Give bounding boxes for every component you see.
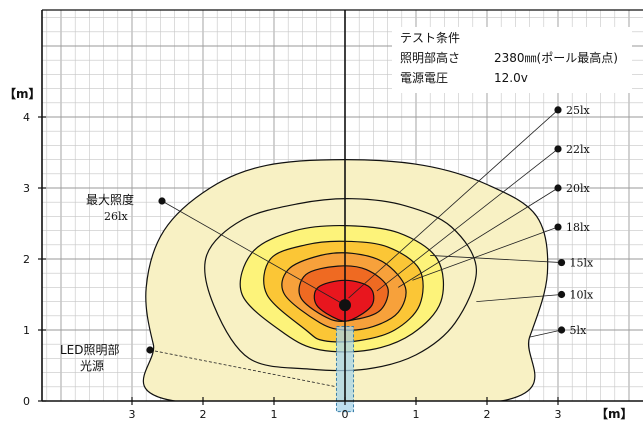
max-illuminance-value: 26lx [104, 210, 129, 223]
max-illuminance-annotation: 最大照度 26lx [86, 192, 134, 223]
height-label: 照明部高さ [400, 50, 460, 65]
callouts: 25lx 22lx 20lx 18lx 15lx 10lx 5lx [146, 104, 595, 388]
height-value: 2380㎜(ポール最高点) [494, 50, 618, 65]
light-source-sublabel: 光源 [80, 359, 104, 373]
callout-leader-15lx [430, 255, 562, 263]
callout-label-22lx: 22lx [566, 143, 591, 156]
voltage-label: 電源電圧 [400, 71, 448, 85]
x-tick-label: 1 [271, 408, 278, 421]
test-conditions: テスト条件 照明部高さ 2380㎜(ポール最高点) 電源電圧 12.0v [392, 27, 632, 93]
max-illuminance-label: 最大照度 [86, 192, 134, 207]
callout-leader-10lx [476, 294, 562, 302]
callout-leader-5lx [529, 329, 562, 338]
light-source-annotation: LED照明部 光源 [60, 342, 120, 373]
y-tick-label: 1 [23, 324, 30, 337]
x-tick-label: 3 [129, 408, 136, 421]
light-source-leader [149, 349, 337, 388]
callout-label-25lx: 25lx [566, 104, 591, 117]
callout-dot-18lx [554, 223, 562, 231]
x-tick-label: 0 [342, 408, 349, 421]
y-tick-label: 2 [23, 253, 30, 266]
callout-leader-18lx [412, 226, 559, 281]
max-point-marker [339, 299, 351, 312]
y-axis-unit-label: 【m】 [4, 86, 41, 101]
y-tick-label: 0 [23, 395, 30, 408]
callout-dot-5lx [557, 326, 566, 334]
callout-dot-10lx [557, 290, 566, 299]
x-tick-label: 2 [200, 408, 207, 421]
callout-dot-25lx [554, 106, 562, 114]
y-tick-label: 3 [23, 182, 30, 195]
x-tick-label: 2 [484, 408, 491, 421]
callout-dot-20lx [554, 184, 562, 192]
callout-leader-20lx [398, 187, 559, 288]
x-tick-label: 1 [413, 408, 420, 421]
callout-label-5lx: 5lx [570, 324, 588, 337]
test-conditions-background [392, 27, 632, 93]
callout-dot-15lx [557, 258, 566, 267]
light-source-label: LED照明部 [60, 342, 120, 357]
callout-label-18lx: 18lx [566, 221, 591, 234]
x-axis-unit-label: 【m】 [596, 406, 633, 421]
max-point-leader [161, 200, 346, 306]
test-conditions-title: テスト条件 [400, 31, 460, 45]
callout-dot-22lx [554, 145, 562, 153]
callout-leader-25lx [348, 109, 559, 299]
callout-label-15lx: 15lx [570, 257, 595, 270]
callout-leader-22lx [376, 148, 559, 292]
axes: 0 1 2 3 4 3 2 1 0 1 2 3 [23, 9, 643, 421]
x-tick-label: 3 [555, 408, 562, 421]
light-source-callout-dot [146, 346, 154, 354]
y-tick-label: 4 [23, 111, 30, 124]
callout-label-20lx: 20lx [566, 182, 591, 195]
max-point-callout-dot [158, 197, 166, 205]
voltage-value: 12.0v [494, 71, 528, 85]
callout-label-10lx: 10lx [570, 289, 595, 302]
